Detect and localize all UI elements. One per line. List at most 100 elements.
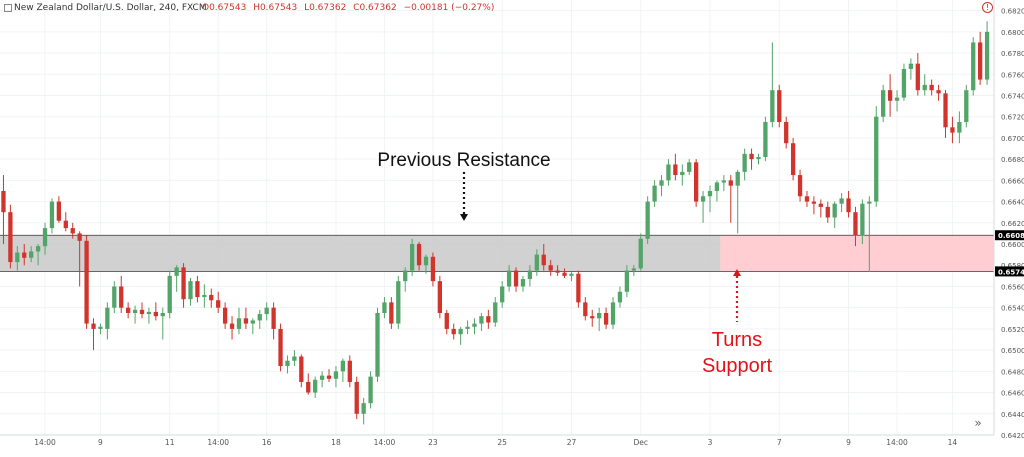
candle-up [922,84,927,91]
candle-down [811,201,817,204]
candle-down [222,307,228,324]
candle-down [784,122,789,144]
candle-down [119,286,124,308]
x-tick-label: 27 [567,438,577,447]
candle-up [382,302,387,313]
candle-down [486,316,491,323]
double-chevron-right-icon[interactable]: » [974,416,982,430]
candle-up [368,376,373,404]
candle-down [347,360,352,382]
candle-down [306,381,311,393]
candle-down [22,252,27,258]
candle-up [292,356,297,361]
candle-up [132,309,138,313]
candle-down [936,90,941,94]
candle-down [777,90,782,123]
x-tick-label: Dec [633,438,648,447]
candle-up [257,314,262,321]
candle-down [804,196,810,202]
info-icon[interactable]: ! [982,2,993,13]
candle-up [659,180,664,186]
candle-down [56,201,62,221]
x-tick-label: 11 [165,438,175,447]
candle-up [49,201,55,229]
candle-down [576,273,581,303]
candle-down [673,164,678,176]
support-zone [720,235,994,272]
candle-up [874,116,879,202]
candle-up [680,171,685,176]
candle-up [971,42,976,91]
x-tick-label: 23 [428,438,438,447]
candle-up [839,198,844,204]
candle-up [167,275,172,313]
x-tick-label: 9 [98,438,103,447]
candle-up [624,270,630,292]
candle-up [527,270,533,280]
x-tick-label: 14:00 [34,438,56,447]
candle-up [160,312,165,317]
candle-up [597,312,602,319]
square-icon [4,4,12,12]
candle-up [652,185,657,202]
candle-up [472,323,477,327]
candle-down [562,272,567,276]
candle-down [389,302,394,324]
candle-up [112,286,117,308]
candle-up [714,182,720,191]
open-value: O0.67543 [202,3,247,13]
candle-down [8,212,13,263]
x-tick-label: 18 [331,438,341,447]
candle-up [534,254,539,271]
candle-up [569,273,574,276]
candle-up [721,180,727,183]
candle-up [860,203,865,236]
candle-up [506,270,512,287]
candle-down [271,307,276,329]
candle-down [326,375,332,379]
candle-up [687,162,692,172]
candle-down [229,323,235,329]
x-tick-label: 9 [846,438,851,447]
candle-down [853,212,858,236]
candle-down [943,93,948,128]
candle-down [818,203,823,207]
candle-down [243,318,249,324]
candle-up [465,326,470,329]
candle-down [63,220,68,229]
candle-up [610,302,616,325]
candle-up [98,326,103,329]
candle-up [763,122,768,158]
candle-down [749,153,754,160]
candle-up [908,63,914,69]
candle-up [423,256,429,266]
candle-up [493,302,498,323]
symbol-title: New Zealand Dollar/U.S. Dollar, 240, FXC… [14,3,207,13]
x-tick-label: 14 [948,438,958,447]
candle-up [984,31,990,80]
candle-up [770,90,775,123]
candle-down [915,63,920,91]
candle-down [1,190,6,213]
candle-down [790,143,796,176]
candle-up [333,371,339,379]
candle-up [707,190,713,197]
candle-down [195,281,200,298]
candle-down [797,175,803,197]
candle-up [174,267,179,276]
candle-up [313,379,318,393]
candle-up [500,286,505,303]
candle-up [146,311,152,315]
candle-down [216,300,221,308]
